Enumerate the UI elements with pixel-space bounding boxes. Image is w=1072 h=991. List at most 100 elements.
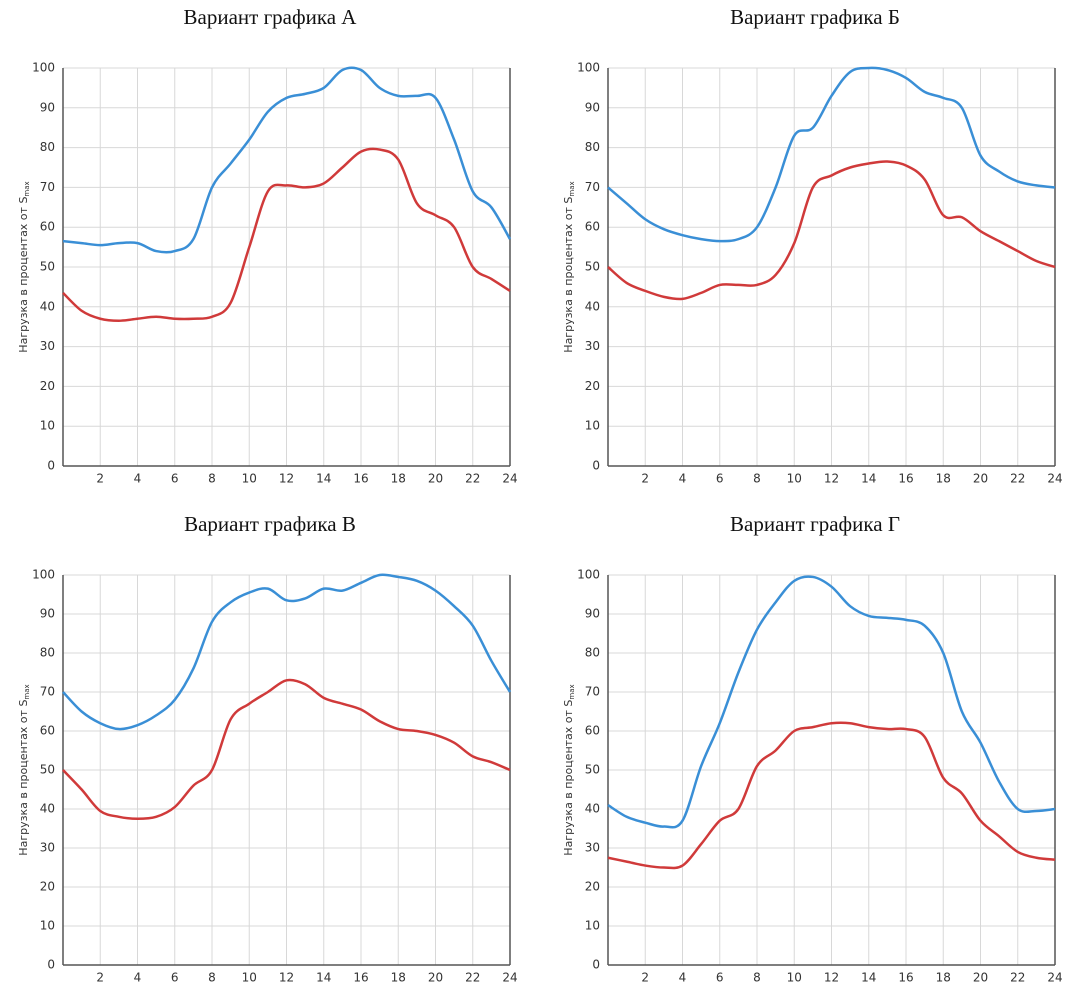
x-tick-label: 10 (787, 472, 802, 486)
y-tick-label: 40 (585, 802, 600, 816)
y-tick-label: 80 (40, 140, 55, 154)
y-tick-label: 0 (592, 958, 600, 972)
y-axis-label-text: Нагрузка в процентах от S (17, 197, 30, 353)
x-tick-label: 10 (787, 971, 802, 985)
y-tick-label: 100 (577, 568, 600, 582)
y-tick-label: 90 (585, 100, 600, 114)
data-line (62, 66, 512, 254)
data-line (607, 160, 1056, 301)
x-tick-label: 8 (753, 472, 761, 486)
y-tick-label: 0 (47, 958, 55, 972)
x-tick-label: 18 (936, 472, 951, 486)
y-tick-label: 70 (40, 685, 55, 699)
x-tick-label: 6 (716, 472, 724, 486)
x-tick-label: 20 (428, 472, 443, 486)
y-tick-label: 20 (585, 379, 600, 393)
chart-title: Вариант графика Б (730, 5, 900, 29)
x-tick-label: 20 (428, 971, 443, 985)
x-tick-label: 4 (679, 472, 687, 486)
x-tick-label: 4 (134, 971, 142, 985)
data-line (607, 66, 1056, 243)
x-tick-label: 22 (1010, 971, 1025, 985)
x-tick-label: 24 (502, 971, 517, 985)
y-tick-label: 20 (40, 880, 55, 894)
x-tick-label: 8 (208, 472, 216, 486)
y-tick-label: 50 (40, 260, 55, 274)
y-tick-label: 10 (585, 919, 600, 933)
y-tick-label: 100 (32, 568, 55, 582)
y-tick-label: 50 (585, 763, 600, 777)
x-tick-label: 22 (1010, 472, 1025, 486)
y-tick-label: 0 (592, 459, 600, 473)
x-tick-label: 6 (171, 971, 179, 985)
x-tick-label: 2 (641, 472, 649, 486)
y-tick-label: 60 (40, 724, 55, 738)
y-tick-label: 50 (40, 763, 55, 777)
y-axis-label: Нагрузка в процентах от Smax (562, 181, 576, 352)
y-tick-label: 70 (40, 180, 55, 194)
y-axis-label: Нагрузка в процентах от Smax (562, 684, 576, 855)
data-line (62, 573, 512, 731)
x-tick-label: 14 (316, 971, 331, 985)
y-axis-label-text: Нагрузка в процентах от S (562, 700, 575, 856)
x-tick-label: 12 (279, 971, 294, 985)
x-tick-label: 18 (391, 472, 406, 486)
y-axis-label-text: Нагрузка в процентах от S (17, 700, 30, 856)
y-tick-label: 60 (40, 220, 55, 234)
y-tick-label: 10 (40, 919, 55, 933)
x-tick-label: 12 (279, 472, 294, 486)
chart-title: Вариант графика Г (730, 512, 900, 536)
x-tick-label: 16 (898, 472, 913, 486)
y-tick-label: 100 (577, 61, 600, 75)
y-axis-label-subscript: max (23, 181, 31, 196)
x-tick-label: 6 (171, 472, 179, 486)
y-tick-label: 40 (585, 299, 600, 313)
chart-title: Вариант графика А (184, 5, 358, 29)
x-tick-label: 14 (861, 971, 876, 985)
y-tick-label: 40 (40, 299, 55, 313)
y-tick-label: 80 (585, 646, 600, 660)
y-axis-label: Нагрузка в процентах от Smax (17, 684, 31, 855)
y-tick-label: 70 (585, 685, 600, 699)
y-tick-label: 90 (40, 607, 55, 621)
x-tick-label: 18 (391, 971, 406, 985)
y-tick-label: 10 (40, 419, 55, 433)
y-tick-label: 30 (585, 339, 600, 353)
x-tick-label: 2 (641, 971, 649, 985)
x-tick-label: 8 (208, 971, 216, 985)
x-tick-label: 22 (465, 971, 480, 985)
y-tick-label: 30 (585, 841, 600, 855)
y-tick-label: 60 (585, 724, 600, 738)
y-axis-label: Нагрузка в процентах от Smax (17, 181, 31, 352)
x-tick-label: 2 (96, 472, 104, 486)
y-tick-label: 80 (585, 140, 600, 154)
data-line (62, 678, 511, 821)
y-tick-label: 10 (585, 419, 600, 433)
y-tick-label: 20 (40, 379, 55, 393)
y-tick-label: 20 (585, 880, 600, 894)
y-axis-label-subscript: max (568, 181, 576, 196)
x-tick-label: 6 (716, 971, 724, 985)
x-tick-label: 10 (242, 971, 257, 985)
x-tick-label: 16 (898, 971, 913, 985)
y-tick-label: 90 (585, 607, 600, 621)
y-tick-label: 30 (40, 339, 55, 353)
x-tick-label: 2 (96, 971, 104, 985)
x-tick-label: 24 (1047, 472, 1062, 486)
y-tick-label: 70 (585, 180, 600, 194)
x-tick-label: 24 (502, 472, 517, 486)
data-line (607, 575, 1056, 829)
x-tick-label: 22 (465, 472, 480, 486)
y-tick-label: 80 (40, 646, 55, 660)
x-tick-label: 4 (679, 971, 687, 985)
x-tick-label: 4 (134, 472, 142, 486)
y-tick-label: 50 (585, 260, 600, 274)
x-tick-label: 12 (824, 971, 839, 985)
x-tick-label: 16 (353, 472, 368, 486)
data-line (62, 147, 511, 322)
y-axis-label-text: Нагрузка в процентах от S (562, 197, 575, 353)
x-tick-label: 16 (353, 971, 368, 985)
x-tick-label: 24 (1047, 971, 1062, 985)
y-tick-label: 60 (585, 220, 600, 234)
x-tick-label: 20 (973, 472, 988, 486)
